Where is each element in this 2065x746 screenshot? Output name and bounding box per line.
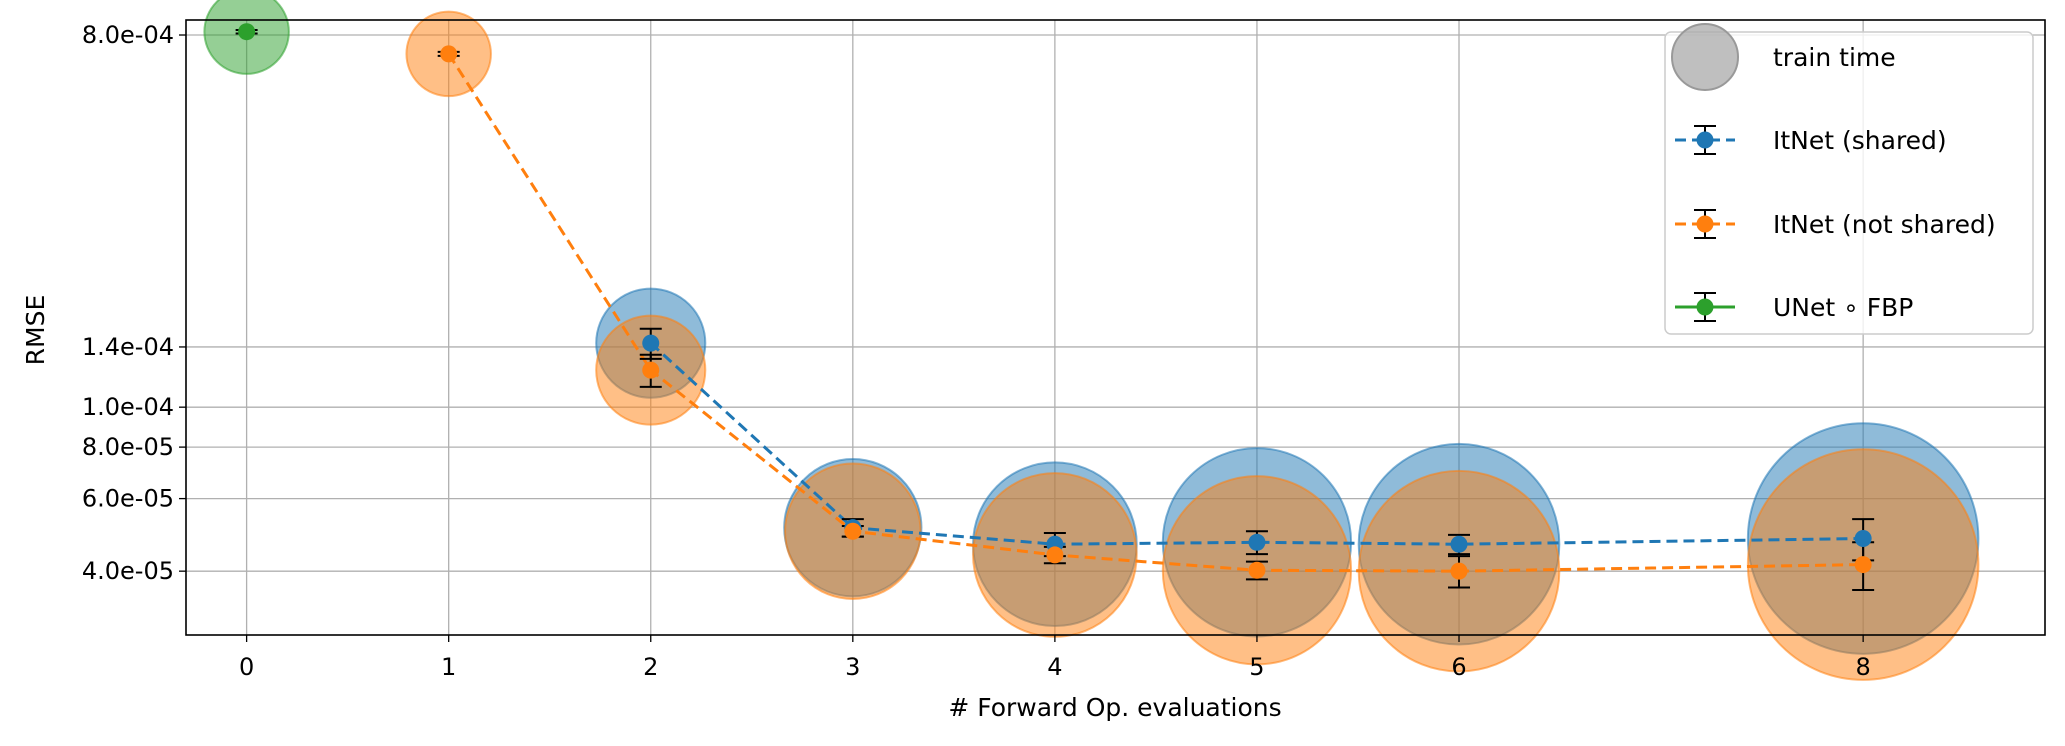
series-line [649, 342, 1864, 546]
data-point [1854, 530, 1872, 548]
x-tick-label: 1 [441, 653, 456, 681]
data-points-layer [238, 23, 1872, 580]
x-tick-label: 5 [1249, 653, 1264, 681]
y-tick-label: 6.0e-05 [82, 485, 174, 513]
x-tick-label: 4 [1047, 653, 1062, 681]
data-point [1450, 562, 1468, 580]
data-point [1450, 535, 1468, 553]
data-point [1046, 546, 1064, 564]
y-tick-label: 4.0e-05 [82, 557, 174, 585]
data-point [1248, 533, 1266, 551]
legend-box [1664, 31, 2034, 335]
data-point [1248, 561, 1266, 579]
y-tick-label: 8.0e-04 [82, 21, 174, 49]
y-tick-label: 8.0e-05 [82, 433, 174, 461]
x-axis-label: # Forward Op. evaluations [948, 693, 1281, 722]
data-point [238, 23, 256, 41]
axis-ticks-layer: 0 1 2 3 4 5 6 8 4.0e-05 6.0e-05 8.0e-05 1.0e-04 1.4e… [82, 21, 1871, 681]
data-point [440, 45, 458, 63]
x-tick-label: 8 [1856, 653, 1871, 681]
y-axis-label: RMSE [21, 295, 50, 366]
y-tick-label: 1.0e-04 [82, 393, 174, 421]
x-tick-label: 3 [845, 653, 860, 681]
legend-items: train time ItNet (shared) ItNet (not share… [1671, 23, 1996, 322]
legend-bubble-icon [1671, 23, 1739, 91]
legend-label: UNet ∘ FBP [1773, 293, 1913, 322]
x-tick-label: 2 [643, 653, 658, 681]
data-point [642, 334, 660, 352]
legend-label: ItNet (not shared) [1773, 210, 1996, 239]
legend-marker-icon [1696, 298, 1714, 316]
y-tick-label: 1.4e-04 [82, 333, 174, 361]
data-point [844, 522, 862, 540]
x-tick-label: 6 [1451, 653, 1466, 681]
legend-marker-icon [1696, 215, 1714, 233]
legend-label: train time [1773, 43, 1896, 72]
legend-marker-icon [1696, 131, 1714, 149]
legend-label: ItNet (shared) [1773, 126, 1947, 155]
data-point [642, 361, 660, 379]
plot-frame [185, 19, 2046, 636]
legend: train time ItNet (shared) ItNet (not share… [1664, 23, 2034, 335]
x-tick-label: 0 [239, 653, 254, 681]
data-point [1854, 556, 1872, 574]
